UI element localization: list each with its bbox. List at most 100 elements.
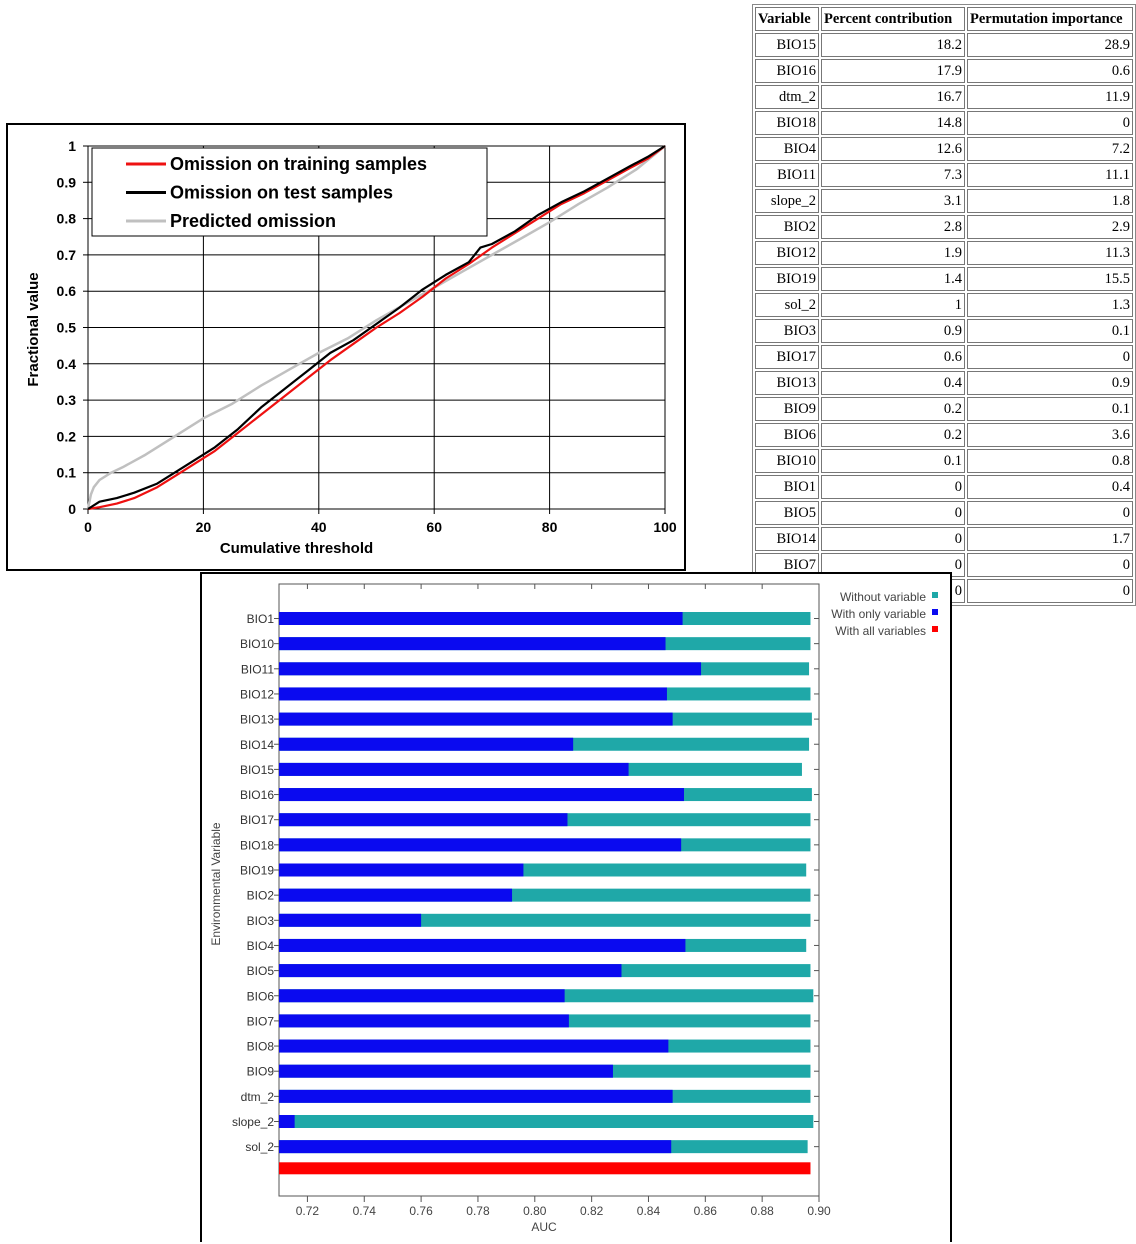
- legend-label: Omission on test samples: [170, 183, 393, 203]
- permutation-importance-cell: 0: [967, 579, 1133, 603]
- table-row: BIO2 2.8 2.9: [755, 215, 1133, 239]
- table-row: BIO17 0.6 0: [755, 345, 1133, 369]
- variable-cell: BIO19: [755, 267, 819, 291]
- variable-cell: BIO1: [755, 475, 819, 499]
- bar-with-only-variable: [279, 1089, 673, 1103]
- permutation-importance-cell: 11.9: [967, 85, 1133, 109]
- variable-cell: BIO4: [755, 137, 819, 161]
- legend-label: Omission on training samples: [170, 154, 427, 174]
- bar-with-only-variable: [279, 612, 683, 625]
- variable-cell: BIO5: [755, 501, 819, 525]
- bar-with-only-variable: [279, 964, 622, 978]
- permutation-importance-cell: 1.7: [967, 527, 1133, 551]
- variable-cell: BIO13: [755, 371, 819, 395]
- bar-with-only-variable: [279, 913, 422, 927]
- legend-label: With only variable: [831, 607, 926, 621]
- variable-cell: dtm_2: [755, 85, 819, 109]
- category-label: BIO5: [247, 964, 275, 978]
- bar-with-all-variables: [279, 1162, 811, 1175]
- permutation-importance-cell: 0.4: [967, 475, 1133, 499]
- permutation-importance-cell: 1.8: [967, 189, 1133, 213]
- percent-contribution-cell: 17.9: [821, 59, 965, 83]
- percent-contribution-cell: 1.9: [821, 241, 965, 265]
- category-label: BIO13: [240, 713, 274, 727]
- category-label: BIO11: [241, 662, 274, 676]
- y-axis-label: Environmental Variable: [209, 822, 223, 946]
- y-axis-label: Fractional value: [25, 272, 42, 386]
- bar-with-only-variable: [279, 813, 568, 827]
- percent-contribution-cell: 18.2: [821, 33, 965, 57]
- percent-contribution-cell: 7.3: [821, 163, 965, 187]
- permutation-importance-cell: 3.6: [967, 423, 1133, 447]
- variable-cell: BIO14: [755, 527, 819, 551]
- bar-with-only-variable: [279, 1039, 669, 1053]
- x-tick-label: 0: [84, 519, 92, 535]
- bar-with-only-variable: [279, 989, 565, 1003]
- permutation-importance-cell: 7.2: [967, 137, 1133, 161]
- category-label: BIO6: [247, 989, 275, 1003]
- permutation-importance-cell: 2.9: [967, 215, 1133, 239]
- percent-contribution-cell: 12.6: [821, 137, 965, 161]
- permutation-importance-cell: 0.1: [967, 319, 1133, 343]
- table-row: BIO19 1.4 15.5: [755, 267, 1133, 291]
- omission-chart-panel: 0 0.1 0.2 0.3 0.4 0.5 0.6 0.7 0.8 0.9 1 0 20 40 60 80 10…: [6, 123, 686, 571]
- x-tick-label: 0.86: [694, 1204, 718, 1218]
- table-row: dtm_2 16.7 11.9: [755, 85, 1133, 109]
- bar-with-only-variable: [279, 1115, 295, 1128]
- legend-swatch: [932, 609, 938, 615]
- variable-cell: BIO17: [755, 345, 819, 369]
- table-row: BIO6 0.2 3.6: [755, 423, 1133, 447]
- x-tick-label: 0.84: [637, 1204, 661, 1218]
- table-row: sol_2 1 1.3: [755, 293, 1133, 317]
- table-row: BIO10 0.1 0.8: [755, 449, 1133, 473]
- table-row: BIO11 7.3 11.1: [755, 163, 1133, 187]
- bar-with-only-variable: [279, 687, 667, 701]
- permutation-importance-cell: 15.5: [967, 267, 1133, 291]
- y-tick-label: 0.8: [57, 211, 77, 227]
- table-row: BIO12 1.9 11.3: [755, 241, 1133, 265]
- column-header: Permutation importance: [967, 7, 1133, 31]
- series-line-2: [86, 145, 666, 510]
- category-label: BIO9: [247, 1065, 275, 1079]
- variable-cell: BIO12: [755, 241, 819, 265]
- x-tick-label: 0.80: [523, 1204, 547, 1218]
- percent-contribution-cell: 0.1: [821, 449, 965, 473]
- permutation-importance-cell: 0: [967, 111, 1133, 135]
- permutation-importance-cell: 0.6: [967, 59, 1133, 83]
- category-label: slope_2: [232, 1115, 274, 1129]
- category-label: BIO19: [240, 864, 274, 878]
- y-tick-label: 0.6: [57, 283, 77, 299]
- category-label: BIO15: [240, 763, 274, 777]
- permutation-importance-cell: 28.9: [967, 33, 1133, 57]
- percent-contribution-cell: 0.4: [821, 371, 965, 395]
- table-row: BIO14 0 1.7: [755, 527, 1133, 551]
- category-label: BIO14: [240, 738, 274, 752]
- permutation-importance-cell: 0: [967, 553, 1133, 577]
- x-tick-label: 0.90: [807, 1204, 831, 1218]
- percent-contribution-cell: 0.2: [821, 397, 965, 421]
- y-tick-label: 1: [68, 138, 76, 154]
- category-label: dtm_2: [241, 1090, 275, 1104]
- legend-swatch: [932, 592, 938, 598]
- table-row: slope_2 3.1 1.8: [755, 189, 1133, 213]
- variable-cell: sol_2: [755, 293, 819, 317]
- variable-cell: BIO15: [755, 33, 819, 57]
- bar-with-only-variable: [279, 788, 684, 802]
- omission-chart: 0 0.1 0.2 0.3 0.4 0.5 0.6 0.7 0.8 0.9 1 0 20 40 60 80 10…: [25, 138, 677, 557]
- permutation-importance-cell: 0: [967, 501, 1133, 525]
- bar-with-only-variable: [279, 938, 686, 952]
- table-row: BIO1 0 0.4: [755, 475, 1133, 499]
- auc-jackknife-chart: 0.72 0.74 0.76 0.78 0.80 0.82 0.84 0.86 0.88 0.90…: [209, 583, 938, 1234]
- y-tick-label: 0.3: [57, 392, 77, 408]
- variable-cell: slope_2: [755, 189, 819, 213]
- y-tick-label: 0.7: [57, 247, 77, 263]
- legend-label: With all variables: [835, 624, 926, 638]
- table-row: BIO4 12.6 7.2: [755, 137, 1133, 161]
- table-row: BIO13 0.4 0.9: [755, 371, 1133, 395]
- bar-with-only-variable: [279, 662, 702, 676]
- percent-contribution-cell: 14.8: [821, 111, 965, 135]
- percent-contribution-cell: 3.1: [821, 189, 965, 213]
- y-tick-label: 0.2: [57, 428, 77, 444]
- variable-cell: BIO6: [755, 423, 819, 447]
- percent-contribution-cell: 0: [821, 527, 965, 551]
